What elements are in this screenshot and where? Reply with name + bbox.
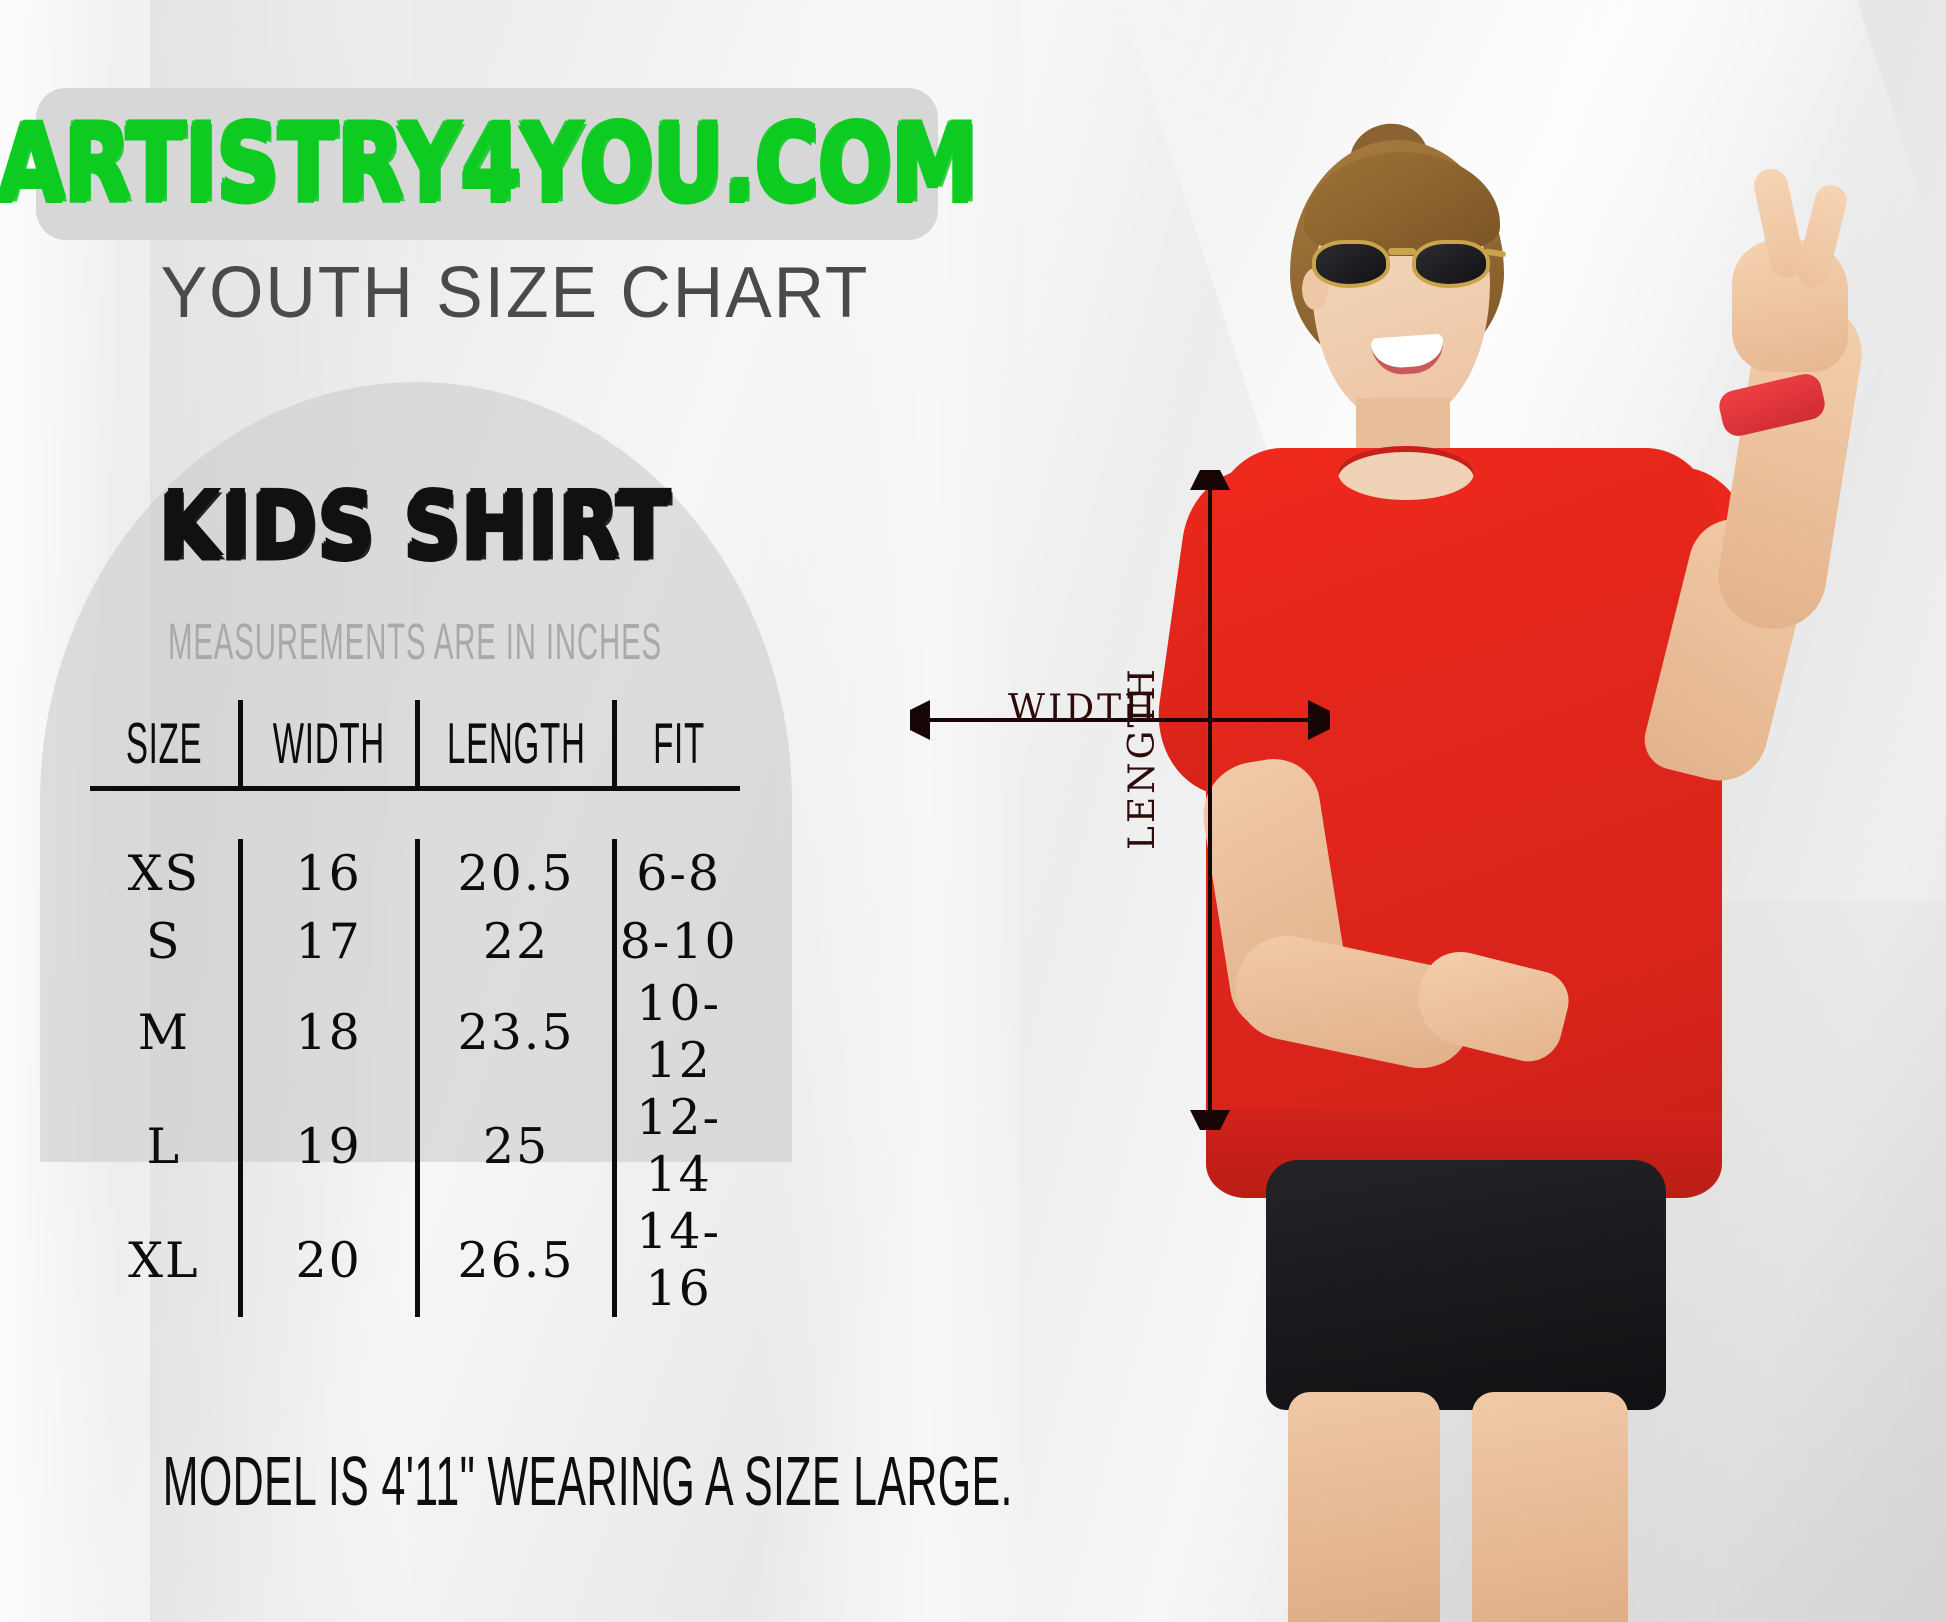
cell-size: L [146, 1117, 182, 1175]
cell-size: S [146, 912, 182, 970]
cell-fit: 6-8 [612, 839, 740, 907]
spacer-cell [417, 1317, 615, 1365]
table-row: XL 20 26.5 14-16 [90, 1203, 740, 1317]
spacer-cell [615, 1317, 740, 1365]
cell-length: 20.5 [414, 839, 615, 907]
model-leg-right [1472, 1392, 1628, 1622]
spacer-cell [90, 1317, 240, 1365]
table-row: L 19 25 12-14 [90, 1089, 740, 1203]
cell-fit: 14-16 [612, 1203, 740, 1317]
sunglasses-icon [1312, 236, 1507, 290]
cell-width: 17 [237, 907, 418, 975]
cell-width: 19 [237, 1089, 418, 1203]
sunglasses-lens-left [1312, 240, 1390, 288]
column-header-fit: FIT [612, 700, 740, 791]
table-spacer-row [90, 789, 740, 840]
length-measure-arrow [1190, 470, 1230, 1130]
spacer-cell [417, 789, 615, 840]
spacer-cell [240, 789, 417, 840]
cell-width: 20 [237, 1203, 418, 1317]
cell-size: XL [128, 1231, 200, 1289]
page-title: YOUTH SIZE CHART [160, 253, 870, 333]
brand-logo-text: ARTISTRY4YOU.COM [0, 102, 978, 226]
spacer-cell [615, 789, 740, 840]
cell-size: M [137, 1003, 190, 1061]
width-annotation-label: WIDTH [1008, 688, 1159, 729]
table-spacer-row [90, 1317, 740, 1365]
column-header-length: LENGTH [414, 700, 615, 791]
cell-fit: 8-10 [612, 907, 740, 975]
model-shorts [1266, 1160, 1666, 1410]
shirt-collar [1338, 446, 1474, 500]
cell-length: 22 [414, 907, 615, 975]
brand-logo-banner: ARTISTRY4YOU.COM [0, 88, 978, 240]
table-row: S 17 22 8-10 [90, 907, 740, 975]
model-leg-left [1288, 1392, 1440, 1622]
table-row: M 18 23.5 10-12 [90, 975, 740, 1089]
sunglasses-bridge [1388, 248, 1416, 255]
panel-heading: KIDS SHIRT [159, 474, 671, 581]
spacer-cell [240, 1317, 417, 1365]
length-annotation-label: LENGTH [1122, 666, 1163, 850]
cell-length: 26.5 [414, 1203, 615, 1317]
table-header-row: SIZE WIDTH LENGTH FIT [90, 700, 740, 791]
panel-subheading: MEASUREMENTS ARE IN INCHES [168, 612, 662, 671]
spacer-cell [90, 789, 240, 840]
table-row: XS 16 20.5 6-8 [90, 839, 740, 907]
cell-length: 25 [414, 1089, 615, 1203]
model-photo [1020, 0, 1946, 1622]
sunglasses-lens-right [1412, 240, 1490, 288]
cell-fit: 12-14 [612, 1089, 740, 1203]
cell-width: 18 [237, 975, 418, 1089]
cell-length: 23.5 [414, 975, 615, 1089]
size-chart-table: SIZE WIDTH LENGTH FIT XS 16 20.5 6-8 [90, 700, 740, 1317]
column-header-width: WIDTH [237, 700, 418, 791]
model-footnote: MODEL IS 4'11" WEARING A SIZE LARGE. [162, 1442, 1013, 1521]
cell-width: 16 [237, 839, 418, 907]
cell-fit: 10-12 [612, 975, 740, 1089]
width-measure-arrow [910, 700, 1330, 740]
column-header-size: SIZE [90, 700, 241, 791]
cell-size: XS [127, 844, 201, 902]
